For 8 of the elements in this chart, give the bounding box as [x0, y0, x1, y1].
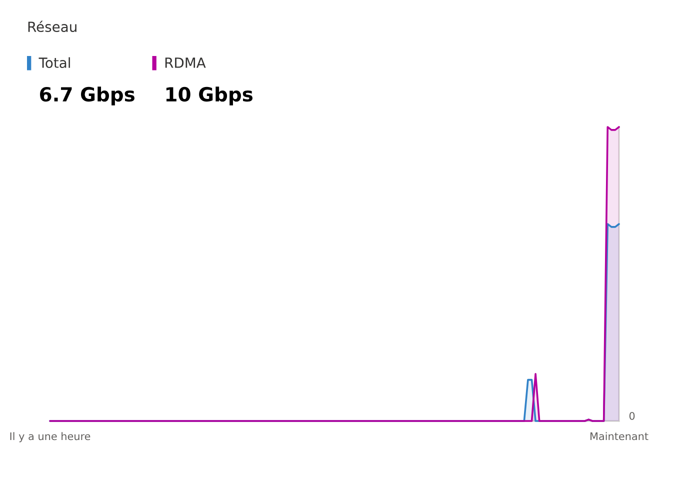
x-tick-label: Il y a une heure	[10, 432, 90, 442]
x-tick-label: Maintenant	[590, 432, 648, 440]
legend-label: Total	[38, 57, 70, 68]
text: 6.7 Gbps	[40, 86, 134, 106]
text: 0	[629, 412, 635, 420]
legend-label: RDMA	[165, 58, 206, 68]
text: 10 Gbps	[166, 86, 253, 106]
chart-title: Réseau	[28, 20, 76, 32]
